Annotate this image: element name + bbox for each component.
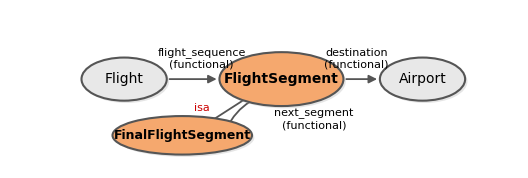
Ellipse shape bbox=[382, 60, 467, 103]
Ellipse shape bbox=[222, 54, 346, 108]
Ellipse shape bbox=[380, 57, 465, 101]
Text: FlightSegment: FlightSegment bbox=[224, 72, 339, 86]
Ellipse shape bbox=[115, 118, 254, 157]
Ellipse shape bbox=[81, 57, 167, 101]
Text: next_segment
(functional): next_segment (functional) bbox=[275, 109, 354, 131]
Text: Airport: Airport bbox=[399, 72, 446, 86]
Text: FinalFlightSegment: FinalFlightSegment bbox=[114, 129, 251, 142]
Ellipse shape bbox=[220, 52, 343, 106]
Text: Flight: Flight bbox=[105, 72, 144, 86]
Text: flight_sequence
(functional): flight_sequence (functional) bbox=[157, 47, 246, 70]
Ellipse shape bbox=[84, 60, 169, 103]
Text: destination
(functional): destination (functional) bbox=[324, 48, 389, 69]
Text: isa: isa bbox=[194, 103, 210, 113]
Ellipse shape bbox=[112, 116, 252, 155]
